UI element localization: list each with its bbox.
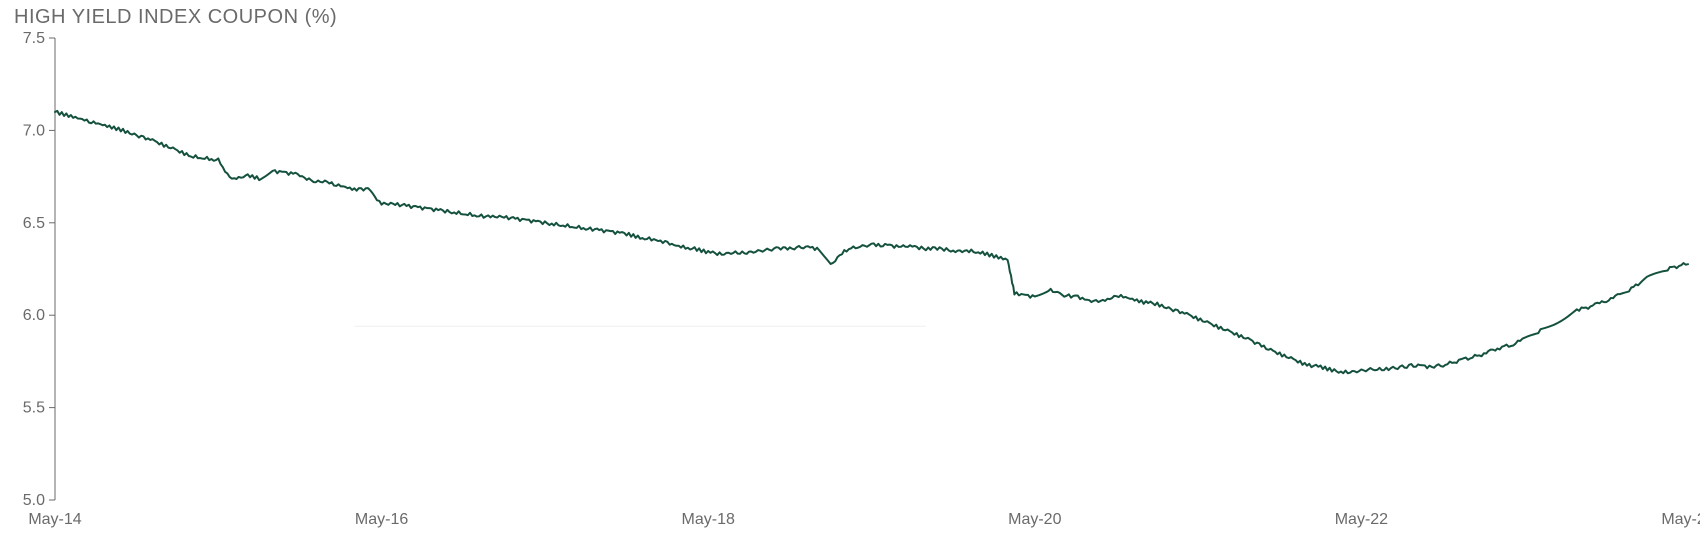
svg-text:May-18: May-18 xyxy=(682,511,735,528)
svg-text:May-14: May-14 xyxy=(28,511,81,528)
svg-text:7.0: 7.0 xyxy=(23,122,45,139)
svg-text:May-16: May-16 xyxy=(355,511,408,528)
chart-title: HIGH YIELD INDEX COUPON (%) xyxy=(14,6,337,29)
svg-text:5.0: 5.0 xyxy=(23,492,45,509)
svg-text:7.5: 7.5 xyxy=(23,30,45,47)
chart-container: HIGH YIELD INDEX COUPON (%) 5.0 5.5 6.0 6.5… xyxy=(0,0,1700,547)
svg-text:6.5: 6.5 xyxy=(23,215,45,232)
svg-text:May-20: May-20 xyxy=(1008,511,1061,528)
svg-text:6.0: 6.0 xyxy=(23,307,45,324)
line-chart: 5.0 5.5 6.0 6.5 7.0 7.5 May-14 May-16 May-18 May-… xyxy=(0,0,1700,547)
svg-text:May-22: May-22 xyxy=(1335,511,1388,528)
svg-text:May-24: May-24 xyxy=(1661,511,1700,528)
svg-text:5.5: 5.5 xyxy=(23,400,45,417)
